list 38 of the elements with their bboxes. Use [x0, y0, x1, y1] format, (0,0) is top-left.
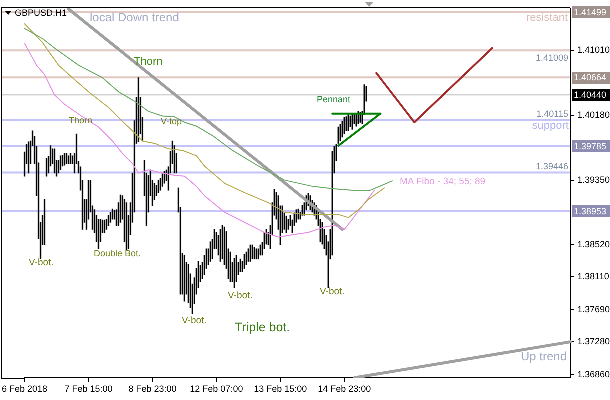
ref-line-label: 1.40664: [574, 72, 607, 83]
annotation: Thorn: [134, 56, 163, 68]
y-tick-label: 1.36860: [578, 369, 610, 380]
ref-line-label: 1.41009: [536, 53, 568, 64]
x-tick-label: 6 Feb 2018: [2, 384, 48, 394]
annotation: Pennant: [317, 94, 352, 104]
x-tick-label: 7 Feb 15:00: [64, 384, 113, 394]
annotation: Double Bot.: [94, 248, 142, 258]
x-tick-label: 8 Feb 23:00: [128, 384, 177, 394]
annotation: local Down trend: [90, 10, 180, 24]
y-tick-label: 1.37280: [578, 336, 610, 347]
annotation: Up trend: [520, 349, 567, 364]
ref-line-label: 1.41499: [574, 7, 607, 18]
annotation: V-bot.: [182, 316, 207, 327]
annotation: resistant: [526, 12, 568, 24]
y-tick-label: 1.37690: [578, 304, 610, 315]
annotation: support: [532, 120, 569, 132]
annotation: MA Fibo - 34; 55; 89: [400, 176, 486, 188]
x-tick-label: 12 Feb 07:00: [190, 384, 244, 394]
annotation: V-top: [161, 116, 182, 126]
x-tick-label: 13 Feb 15:00: [254, 384, 308, 394]
ref-line-label: 1.38953: [574, 206, 607, 216]
annotation: Triple bot.: [235, 320, 290, 334]
y-tick-label: 1.38520: [578, 240, 610, 250]
y-tick-label: 1.40180: [578, 110, 610, 120]
y-tick-label: 1.38110: [578, 272, 610, 282]
y-tick-label: 1.41010: [578, 45, 610, 56]
y-tick-label: 1.39350: [578, 174, 610, 185]
ref-line-label: 1.39446: [536, 161, 568, 172]
annotation: V-bot.: [320, 286, 345, 298]
chart-title: GBPUSD,H1: [15, 8, 68, 18]
ref-line-label: 1.40440: [574, 90, 607, 100]
ref-line-label: 1.39785: [574, 141, 607, 152]
annotation: V-bot.: [29, 258, 54, 269]
x-tick-label: 14 Feb 23:00: [318, 384, 372, 394]
ref-line-label: 1.40115: [536, 109, 568, 120]
annotation: V-bot.: [228, 290, 253, 302]
annotation: Thorn: [69, 115, 93, 126]
